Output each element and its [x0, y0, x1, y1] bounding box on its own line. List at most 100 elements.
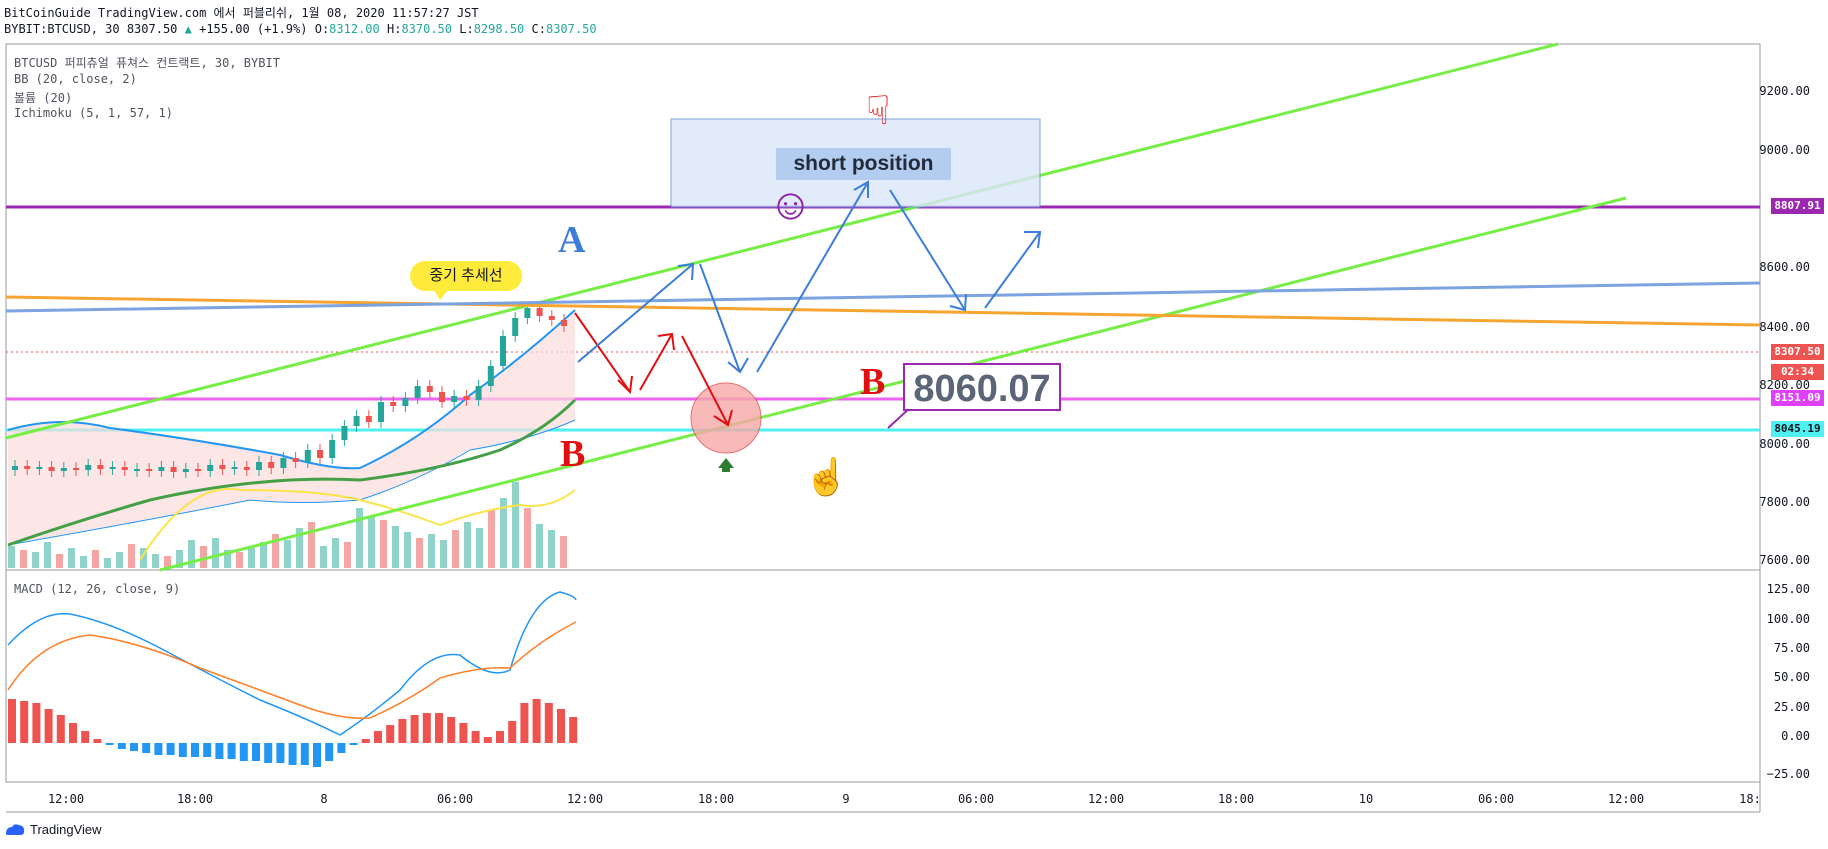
macd-histogram-bar — [386, 725, 395, 743]
open-value: 8312.00 — [329, 22, 380, 36]
macd-histogram-bar — [532, 699, 541, 743]
volume-bar — [560, 536, 567, 568]
legend-ichimoku[interactable]: Ichimoku (5, 1, 57, 1) — [14, 106, 173, 120]
macd-histogram-bar — [191, 743, 199, 757]
label-b-right[interactable]: B — [860, 361, 886, 403]
volume-bar — [68, 548, 75, 568]
time-label: 12:00 — [566, 792, 604, 806]
legend-bb[interactable]: BB (20, close, 2) — [14, 72, 137, 86]
macd-histogram-bar — [361, 739, 370, 743]
price-callout[interactable]: 8060.07 — [903, 363, 1061, 411]
candle-body — [341, 426, 348, 440]
close-label: C: — [531, 22, 546, 36]
price-tag-last: 8307.50 — [1771, 344, 1824, 360]
candle-body — [402, 398, 409, 406]
legend-volume[interactable]: 볼륨 (20) — [14, 91, 73, 105]
ichimoku-base-line — [7, 398, 577, 547]
up-arrow-icon: ▲ — [184, 22, 192, 36]
red-arrow-segment — [574, 312, 631, 393]
macd-histogram-bar — [349, 743, 358, 745]
candle-body — [329, 440, 336, 458]
candle-body — [109, 467, 116, 469]
macd-histogram-bar — [264, 743, 273, 763]
short-position-label[interactable]: short position — [776, 148, 951, 180]
volume-bar — [548, 530, 555, 568]
macd-histogram-bar — [44, 709, 53, 743]
red-arrow-segment — [639, 333, 673, 391]
footer: TradingView — [4, 822, 102, 837]
time-label: 06:00 — [436, 792, 474, 806]
time-label: 18: — [1739, 792, 1761, 806]
bb-cloud — [8, 310, 575, 545]
pointing-up-hand-icon[interactable]: ☝ — [804, 456, 849, 497]
macd-axis-label: 125.00 — [1766, 582, 1810, 596]
candle-body — [12, 466, 18, 470]
macd-histogram-bar — [276, 743, 285, 763]
price-tag-8045: 8045.19 — [1771, 421, 1824, 437]
macd-histogram-bar — [422, 713, 431, 743]
smiley-icon[interactable]: ☺ — [768, 180, 813, 229]
candle-body — [451, 396, 458, 402]
price-axis-label: 9000.00 — [1759, 143, 1810, 157]
blue-arrow-segment — [756, 181, 869, 373]
candle-body — [195, 469, 201, 471]
volume-bar — [332, 538, 339, 568]
candle-body — [561, 320, 567, 326]
price-change: +155.00 (+1.9%) — [199, 22, 308, 36]
high-value: 8370.50 — [401, 22, 453, 36]
candle-body — [524, 308, 531, 318]
volume-bar — [20, 550, 27, 568]
price-axis-label: 7600.00 — [1759, 553, 1810, 567]
blue-arrow-segment — [984, 231, 1041, 309]
macd-histogram-bar — [398, 719, 407, 743]
volume-bar — [80, 556, 87, 568]
countdown-tag: 02:34 — [1771, 364, 1824, 380]
pointing-down-hand-icon[interactable]: ☟ — [866, 89, 891, 133]
macd-histogram-bar — [471, 731, 480, 743]
candle-body — [378, 402, 384, 422]
low-value: 8298.50 — [473, 22, 525, 36]
macd-line — [7, 591, 577, 736]
macd-histogram-bar — [56, 715, 65, 743]
volume-bar — [416, 538, 423, 568]
blue-arrow-segment — [577, 263, 694, 363]
label-a[interactable]: A — [558, 219, 586, 261]
macd-axis-label: 25.00 — [1773, 700, 1810, 714]
high-label: H: — [386, 22, 402, 36]
bb-lower-line — [7, 419, 576, 546]
price-axis-label: 8000.00 — [1759, 437, 1810, 451]
volume-bar — [140, 548, 147, 568]
label-b-left[interactable]: B — [560, 433, 586, 475]
trend-line-bubble[interactable]: 중기 추세선 — [410, 261, 522, 291]
volume-bar — [212, 538, 219, 568]
candle-body — [317, 450, 323, 458]
macd-histogram-bar — [374, 731, 382, 743]
red-arrow-head — [713, 409, 733, 427]
macd-histogram-bar — [117, 743, 126, 749]
time-label: 18:00 — [1217, 792, 1255, 806]
volume-bar — [440, 540, 447, 568]
volume-bar — [380, 520, 387, 568]
red-arrow-head — [617, 375, 633, 395]
volume-bar — [44, 542, 51, 568]
volume-bar — [320, 546, 327, 568]
volume-bar — [92, 550, 99, 568]
volume-bar — [404, 532, 411, 568]
candle-body — [24, 466, 31, 469]
volume-bar — [188, 540, 195, 568]
time-label: 06:00 — [957, 792, 995, 806]
volume-bar — [248, 548, 255, 568]
volume-bar — [128, 544, 135, 568]
macd-histogram-bar — [32, 703, 41, 743]
volume-bar — [392, 526, 399, 568]
volume-bar — [356, 508, 363, 568]
macd-histogram-bar — [288, 743, 297, 765]
time-label: 8 — [320, 792, 328, 806]
target-circle — [690, 382, 762, 454]
legend-macd[interactable]: MACD (12, 26, close, 9) — [14, 582, 181, 596]
drawings-layer — [5, 42, 1761, 572]
tradingview-logo-icon — [6, 823, 25, 835]
volume-bar — [116, 552, 123, 568]
candle-body — [97, 465, 104, 469]
